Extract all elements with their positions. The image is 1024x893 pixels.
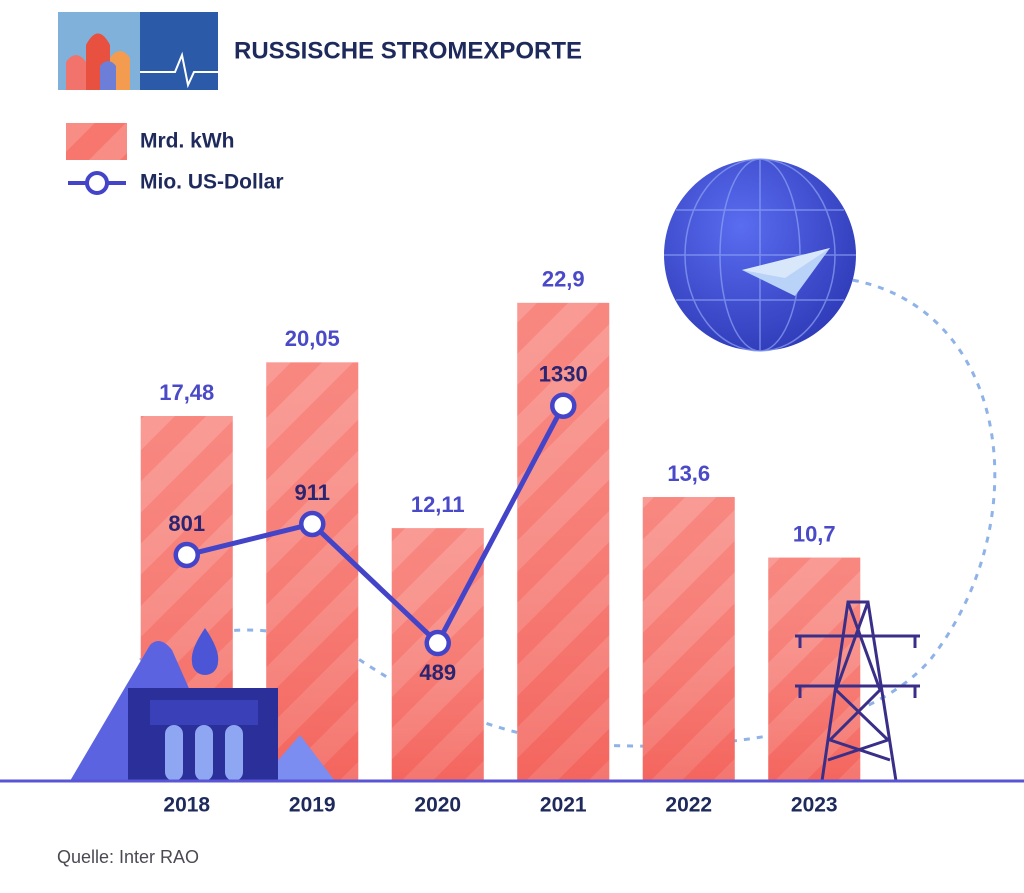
line-value-label: 489 — [419, 660, 456, 685]
legend-swatch-stripes — [66, 123, 127, 160]
dotted-path — [139, 276, 997, 748]
legend-label: Mio. US-Dollar — [140, 171, 284, 194]
bar-value-label: 12,11 — [411, 492, 465, 517]
x-tick-label: 2022 — [665, 794, 712, 817]
legend-label: Mrd. kWh — [140, 130, 235, 153]
bar-value-label: 22,9 — [542, 267, 585, 292]
x-tick-label: 2021 — [540, 794, 587, 817]
line-series: 801 911 489 1330 — [168, 362, 587, 685]
line-value-label: 1330 — [539, 362, 588, 387]
bar-value-label: 10,7 — [793, 521, 836, 546]
bar-value-label: 17,48 — [159, 380, 214, 405]
line-marker — [424, 629, 451, 657]
line-value-label: 911 — [295, 480, 331, 505]
line-marker — [550, 392, 577, 419]
bar-value-label: 13,6 — [667, 461, 710, 486]
globe — [664, 158, 856, 352]
x-tick-label: 2023 — [791, 794, 838, 817]
bar-shade — [517, 302, 610, 781]
power-tower — [795, 600, 920, 782]
chart-title: RUSSISCHE STROMEXPORTE — [234, 37, 582, 64]
bar-shade — [768, 557, 861, 781]
dam-illustration — [70, 628, 335, 781]
x-tick-label: 2019 — [289, 794, 336, 817]
line-marker — [173, 541, 200, 569]
legend-marker — [85, 171, 109, 195]
x-tick-label: 2018 — [163, 794, 210, 817]
bar-value-label: 20,05 — [285, 326, 340, 351]
line-value-label: 801 — [168, 511, 205, 536]
line-marker — [299, 510, 326, 538]
bar-shade — [642, 497, 735, 781]
bar-shade — [266, 362, 359, 781]
logo — [58, 12, 218, 90]
line — [186, 404, 566, 646]
x-tick-label: 2020 — [414, 794, 461, 817]
source: Quelle: Inter RAO — [57, 847, 199, 867]
